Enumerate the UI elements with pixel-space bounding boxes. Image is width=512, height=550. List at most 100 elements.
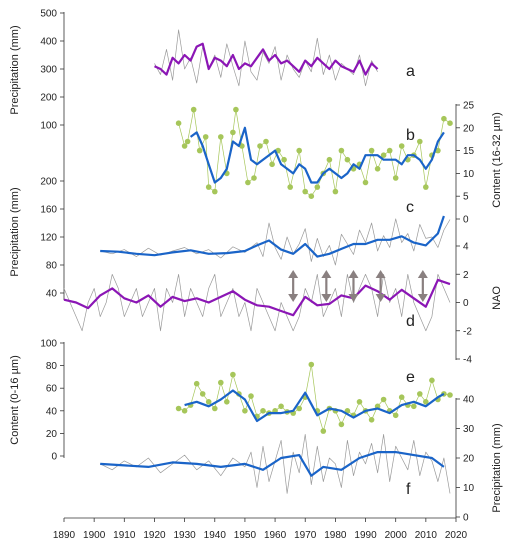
y-tick-label-b: 15 [463, 146, 475, 157]
data-point-e [212, 405, 218, 412]
data-point-e [278, 403, 284, 410]
y-tick-label-e: 0 [51, 452, 57, 463]
y-tick-label-d: -4 [463, 355, 472, 366]
data-point-e [224, 399, 230, 405]
data-point-b [257, 143, 263, 149]
y-tick-label-b: 20 [463, 123, 475, 134]
data-point-e [181, 408, 188, 414]
right-axis-middle: 0 5 10 15 20 25 -4 -2 0 2 4 [455, 101, 475, 366]
x-tick-label: 1940 [204, 530, 227, 541]
data-point-b [233, 106, 239, 113]
data-point-b [398, 143, 405, 149]
data-point-b [263, 138, 269, 145]
data-point-e [380, 396, 387, 403]
data-point-b [202, 134, 209, 140]
data-point-b [175, 120, 182, 126]
x-axis: 1890 1900 1910 1920 1930 1940 1950 1960 1970 1980… [53, 517, 468, 541]
y-tick-label-f: 40 [463, 395, 475, 406]
data-point-b [380, 152, 387, 158]
axis-title-d: NAO [491, 286, 503, 310]
data-point-b [251, 175, 257, 181]
data-point-e [242, 408, 248, 414]
double-arrow [321, 270, 332, 302]
y-tick-label-e: 100 [40, 339, 57, 350]
data-point-b [338, 147, 345, 154]
x-tick-label: 1920 [143, 530, 166, 541]
y-tick-label-f: 0 [463, 513, 469, 524]
y-tick-label-a: 300 [40, 65, 57, 76]
data-point-b [374, 166, 381, 172]
data-point-b [287, 184, 294, 190]
series-e-smoothed [184, 389, 445, 423]
data-point-e [398, 394, 405, 401]
data-point-e [411, 403, 417, 410]
data-point-b [447, 120, 453, 126]
y-tick-label-b: 25 [463, 101, 475, 112]
data-point-e [193, 380, 200, 387]
y-tick-label-a: 200 [40, 93, 57, 104]
data-point-e [260, 408, 266, 414]
data-point-e [356, 399, 363, 405]
data-point-b [196, 147, 203, 154]
double-arrow [348, 270, 359, 302]
x-tick-label: 1910 [113, 530, 136, 541]
data-point-e [199, 391, 206, 397]
series-d-smoothed [63, 278, 451, 317]
y-tick-label-e: 40 [46, 406, 58, 417]
data-point-e [417, 391, 423, 397]
data-point-b [281, 156, 287, 163]
data-point-e [248, 393, 254, 399]
left-axis-bottom: 0 20 40 60 80 100 [40, 339, 65, 463]
data-point-e [429, 377, 435, 384]
panel-letter-e: e [406, 369, 415, 386]
y-tick-label-c: 40 [46, 289, 58, 300]
x-tick-label: 1990 [354, 530, 377, 541]
x-tick-label: 1960 [264, 530, 287, 541]
x-tick-label: 1950 [234, 530, 257, 541]
x-tick-label: 1980 [324, 530, 347, 541]
data-point-b [230, 129, 236, 136]
arrow-group [288, 270, 428, 302]
y-tick-label-c: 160 [40, 205, 57, 216]
data-point-b [368, 147, 375, 154]
data-point-b [386, 147, 393, 154]
data-point-b [326, 156, 333, 163]
data-point-b [212, 188, 218, 195]
data-point-b [344, 156, 351, 163]
axis-title-c: Precipitation (mm) [9, 187, 21, 276]
plot-area [63, 29, 453, 494]
data-point-b [362, 179, 369, 186]
data-point-b [296, 147, 303, 154]
axis-title-b: Content (16-32 µm) [491, 112, 503, 208]
series-e-measured [178, 364, 451, 432]
data-point-b [269, 161, 275, 168]
panel-letter-a: a [406, 63, 415, 80]
y-tick-label-e: 80 [46, 361, 58, 372]
y-tick-label-e: 60 [46, 384, 58, 395]
double-arrow [288, 270, 299, 302]
series-d-annual [63, 273, 451, 332]
left-axis-top: 100 200 300 400 500 40 80 120 160 200 [40, 9, 65, 300]
data-point-e [308, 361, 315, 368]
data-point-e [320, 428, 327, 434]
data-point-b [392, 175, 399, 181]
series-a-smoothed [154, 42, 379, 76]
data-point-e [218, 379, 224, 386]
y-tick-label-a: 400 [40, 37, 57, 48]
double-arrow [375, 270, 386, 302]
y-tick-label-d: 4 [463, 242, 469, 253]
data-point-b [190, 106, 197, 113]
y-tick-label-f: 20 [463, 454, 475, 465]
y-tick-label-c: 120 [40, 233, 57, 244]
x-tick-label: 2010 [415, 530, 438, 541]
panel-letter-d: d [406, 313, 415, 330]
panel-letter-f: f [406, 481, 411, 498]
y-tick-label-f: 30 [463, 424, 475, 435]
y-tick-label-c: 200 [40, 177, 57, 188]
axis-title-f: Precipitation (mm) [491, 423, 503, 512]
series-c-annual [100, 218, 451, 266]
series-b-smoothed [189, 126, 445, 184]
data-point-e [296, 405, 303, 412]
data-point-e [230, 371, 236, 378]
